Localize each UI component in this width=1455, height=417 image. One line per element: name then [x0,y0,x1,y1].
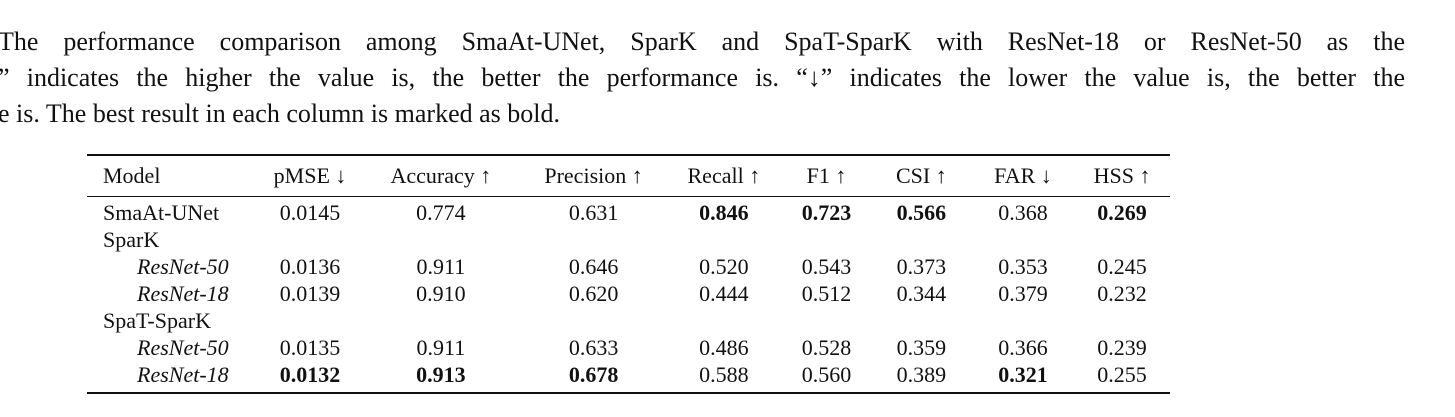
header-model: Model [103,163,161,188]
model-cell: ResNet-50 [137,335,229,360]
hss-cell: 0.245 [1097,254,1147,279]
model-group-cell: SparK [103,227,160,252]
far-cell: 0.379 [998,281,1048,306]
far-cell: 0.353 [998,254,1048,279]
model-cell: ResNet-18 [137,281,229,306]
precision-cell: 0.631 [568,200,619,225]
results-table-container: Model pMSE ↓ Accuracy ↑ Precision ↑ Reca… [87,154,1170,394]
precision-cell: 0.633 [568,335,619,360]
accuracy-cell: 0.913 [416,362,466,387]
header-precision: Precision ↑ [544,163,643,188]
table-row: ResNet-50 0.0135 0.911 0.633 0.486 0.528… [87,334,1170,361]
caption-line-2: ” indicates the higher the value is, the… [0,63,1405,92]
recall-cell: 0.444 [699,281,749,306]
table-caption: The performance comparison among SmaAt-U… [0,24,1455,132]
csi-cell: 0.359 [896,335,947,360]
pmse-cell: 0.0132 [279,362,341,387]
header-hss: HSS ↑ [1093,163,1151,188]
header-f1: F1 ↑ [806,163,847,188]
accuracy-cell: 0.911 [416,254,466,279]
hss-cell: 0.232 [1097,281,1147,306]
f1-cell: 0.512 [801,281,852,306]
empty-cell [260,226,1170,253]
accuracy-cell: 0.774 [416,200,466,225]
header-recall: Recall ↑ [687,163,761,188]
table-group-row: SparK [87,226,1170,253]
pmse-cell: 0.0136 [279,254,341,279]
pmse-cell: 0.0135 [279,335,341,360]
header-pmse: pMSE ↓ [273,163,347,188]
accuracy-cell: 0.910 [416,281,466,306]
precision-cell: 0.646 [568,254,619,279]
table-group-row: SpaT-SparK [87,307,1170,334]
pmse-cell: 0.0145 [279,200,341,225]
csi-cell: 0.566 [896,200,947,225]
pmse-cell: 0.0139 [279,281,341,306]
recall-cell: 0.520 [699,254,749,279]
model-cell: SmaAt-UNet [103,200,220,225]
model-cell: ResNet-18 [137,362,229,387]
csi-cell: 0.389 [896,362,947,387]
table-row: ResNet-50 0.0136 0.911 0.646 0.520 0.543… [87,253,1170,280]
model-group-cell: SpaT-SparK [103,308,211,333]
model-cell: ResNet-50 [137,254,229,279]
hss-cell: 0.255 [1097,362,1147,387]
header-csi: CSI ↑ [895,163,947,188]
table-row: SmaAt-UNet 0.0145 0.774 0.631 0.846 0.72… [87,197,1170,227]
recall-cell: 0.846 [699,200,749,225]
f1-cell: 0.560 [801,362,852,387]
recall-cell: 0.588 [699,362,749,387]
header-accuracy: Accuracy ↑ [390,163,492,188]
csi-cell: 0.344 [896,281,947,306]
recall-cell: 0.486 [699,335,749,360]
empty-cell [260,307,1170,334]
header-far: FAR ↓ [994,163,1052,188]
results-table: Model pMSE ↓ Accuracy ↑ Precision ↑ Reca… [87,154,1170,394]
table-header-row: Model pMSE ↓ Accuracy ↑ Precision ↑ Reca… [87,155,1170,197]
precision-cell: 0.678 [568,362,619,387]
accuracy-cell: 0.911 [416,335,466,360]
f1-cell: 0.528 [801,335,852,360]
f1-cell: 0.723 [801,200,852,225]
table-row: ResNet-18 0.0132 0.913 0.678 0.588 0.560… [87,361,1170,393]
far-cell: 0.368 [998,200,1048,225]
caption-line-3: e is. The best result in each column is … [0,99,560,128]
csi-cell: 0.373 [896,254,947,279]
f1-cell: 0.543 [801,254,852,279]
hss-cell: 0.269 [1097,200,1147,225]
far-cell: 0.366 [998,335,1048,360]
hss-cell: 0.239 [1097,335,1147,360]
table-row: ResNet-18 0.0139 0.910 0.620 0.444 0.512… [87,280,1170,307]
caption-line-1: The performance comparison among SmaAt-U… [0,27,1405,56]
far-cell: 0.321 [998,362,1048,387]
precision-cell: 0.620 [568,281,619,306]
